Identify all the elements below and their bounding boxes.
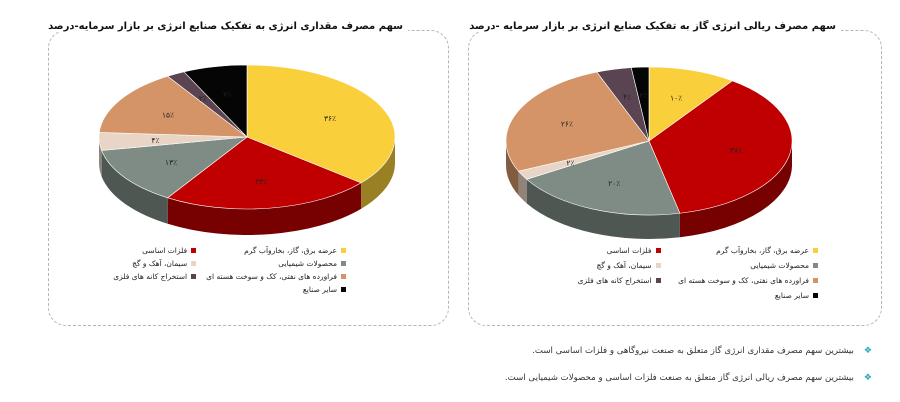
legend-item-other: سایر صنایع — [671, 290, 818, 301]
pie-slice-label: ۲٪ — [639, 91, 647, 100]
legend-item-mining: استخراج کانه های فلزی — [513, 275, 661, 286]
pie-slice — [630, 66, 650, 142]
pie-slice-label: ۳۷٪ — [730, 146, 742, 155]
pie-slice — [183, 64, 248, 138]
pie-slice-label: ۲۶٪ — [561, 120, 573, 129]
pie-slice — [98, 75, 248, 138]
pie-slice-side — [506, 141, 519, 196]
chart-title: سهم مصرف مقداری انرژی به تفکیک صنایع انر… — [43, 21, 408, 32]
pie-slice-label: ۴٪ — [151, 136, 159, 145]
pie-slice-side — [101, 150, 168, 224]
pie-chart-rial: ۱۰٪ ۳۷٪ ۲۰٪ ۲٪ ۲۶٪ ۴٪ ۲٪ — [505, 66, 793, 240]
legend: عرضه برق، گاز، بخاروآب گرم فلزات اساسی م… — [101, 245, 346, 295]
finding-item: ❖ بیشترین سهم مصرف ریالی انرژی گاز متعلق… — [504, 373, 872, 383]
chart-title: سهم مصرف ریالی انرژی گاز به تفکیک صنایع … — [464, 21, 841, 32]
pie-slice-side — [679, 141, 792, 238]
legend: عرضه برق، گاز، بخاروآب گرم فلزات اساسی م… — [513, 245, 818, 301]
pie-slice — [648, 66, 733, 142]
pie-slice-side — [167, 182, 362, 235]
diamond-bullet-icon: ❖ — [863, 373, 872, 383]
pie-slice-label: ۲٪ — [199, 94, 207, 103]
legend-item-cement: سیمان، آهک و گچ — [513, 260, 661, 271]
pie-slice-label: ۱۰٪ — [670, 93, 682, 102]
pie-slice-side — [526, 179, 680, 240]
pie-slice-label: ۷٪ — [223, 89, 231, 98]
pie-slice-label: ۲۰٪ — [608, 179, 620, 188]
key-findings: ❖ بیشترین سهم مصرف مقداری انرژی گاز متعل… — [312, 346, 872, 400]
legend-item-petroleum: فراورده های نفتی، کک و سوخت هسته ای — [206, 271, 346, 282]
pie-slice-label: ۱۵٪ — [162, 110, 174, 119]
pie-slice — [101, 136, 249, 199]
legend-item-chemicals: محصولات شیمیایی — [206, 258, 346, 269]
pie-slice-side — [518, 171, 527, 204]
pie-slice — [648, 80, 793, 214]
legend-item-cement: سیمان، آهک و گچ — [101, 258, 197, 269]
pie-slice-label: ۴٪ — [623, 93, 631, 102]
pie-slice-label: ۳۶٪ — [324, 114, 336, 123]
pie-slice-label: ۲۳٪ — [255, 177, 267, 186]
pie-slice — [246, 64, 396, 184]
diamond-bullet-icon: ❖ — [863, 346, 872, 356]
legend-item-mining: استخراج کانه های فلزی — [101, 271, 197, 282]
legend-item-power: عرضه برق، گاز، بخاروآب گرم — [206, 245, 346, 256]
pie-slice — [505, 71, 650, 172]
pie-slice-label: ۱۳٪ — [165, 158, 177, 167]
legend-item-other: سایر صنایع — [206, 284, 346, 295]
legend-item-chemicals: محصولات شیمیایی — [671, 260, 818, 271]
chart-panel-rial: سهم مصرف ریالی انرژی گاز به تفکیک صنایع … — [464, 21, 882, 326]
pie-slice — [167, 136, 362, 210]
finding-item: ❖ بیشترین سهم مصرف مقداری انرژی گاز متعل… — [532, 346, 872, 356]
legend-item-metals: فلزات اساسی — [101, 245, 197, 256]
pie-chart-quantity: ۳۶٪ ۲۳٪ ۱۳٪ ۴٪ ۱۵٪ ۲٪ ۷٪ — [98, 64, 396, 235]
pie-slice-label: ۲٪ — [566, 158, 574, 167]
legend-item-power: عرضه برق، گاز، بخاروآب گرم — [671, 245, 818, 256]
pie-slice — [526, 140, 681, 216]
pie-slice-side — [361, 137, 395, 209]
legend-item-metals: فلزات اساسی — [513, 245, 661, 256]
legend-item-petroleum: فراورده های نفتی، کک و سوخت هسته ای — [671, 275, 818, 286]
chart-panel-quantity: سهم مصرف مقداری انرژی به تفکیک صنایع انر… — [43, 21, 449, 326]
pie-slice-side — [99, 137, 102, 177]
